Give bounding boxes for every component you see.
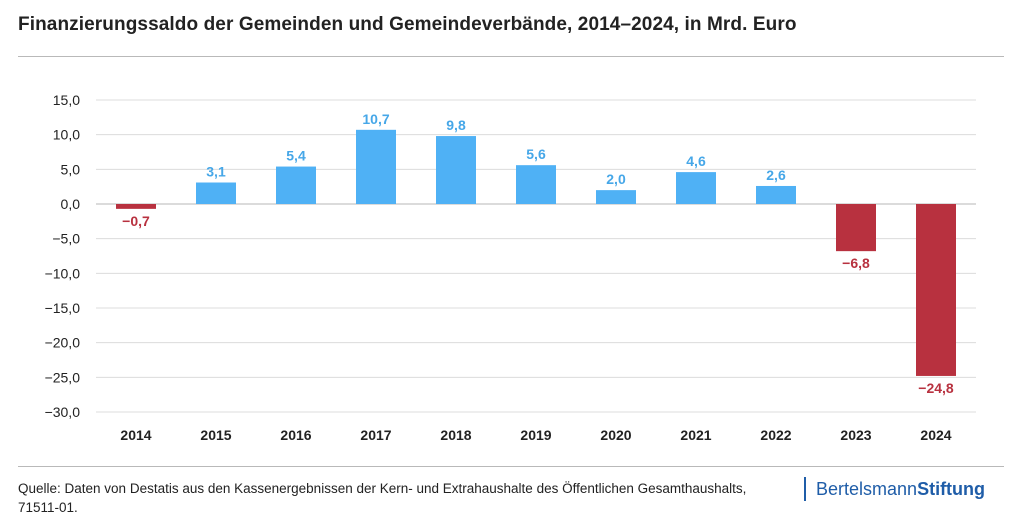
y-tick-label: 0,0 (61, 196, 81, 212)
bar-2018 (436, 136, 476, 204)
data-label-2015: 3,1 (206, 164, 226, 180)
bar-2020 (596, 190, 636, 204)
x-tick-label-2024: 2024 (920, 427, 951, 443)
y-tick-label: −5,0 (52, 231, 80, 247)
bar-2021 (676, 172, 716, 204)
x-tick-label-2015: 2015 (200, 427, 231, 443)
data-label-2017: 10,7 (362, 111, 389, 127)
bar-2017 (356, 129, 396, 204)
data-label-2020: 2,0 (606, 171, 626, 187)
data-label-2016: 5,4 (286, 148, 306, 164)
x-tick-label-2021: 2021 (680, 427, 711, 443)
bar-2016 (276, 166, 316, 204)
x-tick-label-2014: 2014 (120, 427, 151, 443)
x-tick-label-2016: 2016 (280, 427, 311, 443)
y-tick-label: −30,0 (45, 404, 81, 420)
data-label-2024: −24,8 (918, 380, 954, 396)
data-label-2014: −0,7 (122, 213, 150, 229)
y-tick-label: −20,0 (45, 335, 81, 351)
x-tick-label-2020: 2020 (600, 427, 631, 443)
x-tick-label-2023: 2023 (840, 427, 871, 443)
y-tick-label: 10,0 (53, 127, 80, 143)
bar-2022 (756, 185, 796, 204)
bar-2014 (116, 204, 156, 209)
chart-title: Finanzierungssaldo der Gemeinden und Gem… (18, 14, 797, 35)
logo-text-stiftung: Stiftung (917, 479, 986, 499)
bottom-divider (18, 466, 1004, 467)
x-tick-label-2022: 2022 (760, 427, 791, 443)
y-tick-label: 5,0 (61, 161, 81, 177)
y-tick-label: 15,0 (53, 92, 80, 108)
logo-text-bertelsmann: Bertelsmann (816, 479, 918, 499)
bar-2024 (916, 204, 956, 376)
data-label-2019: 5,6 (526, 146, 546, 162)
y-tick-label: −15,0 (45, 300, 81, 316)
bertelsmann-stiftung-logo: BertelsmannStiftung (804, 477, 985, 501)
source-note: Quelle: Daten von Destatis aus den Kasse… (18, 481, 747, 515)
y-tick-label: −25,0 (45, 369, 81, 385)
data-label-2018: 9,8 (446, 117, 466, 133)
y-tick-label: −10,0 (45, 265, 81, 281)
x-tick-label-2017: 2017 (360, 427, 391, 443)
top-divider (18, 56, 1004, 57)
data-label-2022: 2,6 (766, 167, 786, 183)
data-label-2023: −6,8 (842, 255, 870, 271)
bar-2023 (836, 204, 876, 252)
data-label-2021: 4,6 (686, 153, 706, 169)
bar-2019 (516, 165, 556, 204)
bar-chart: 15,0 10,0 5,0 0,0 −5,0 −10,0 −15,0 −20,0 −25,0 −3… (45, 92, 976, 443)
x-tick-label-2018: 2018 (440, 427, 471, 443)
x-tick-label-2019: 2019 (520, 427, 551, 443)
bar-2015 (196, 182, 236, 204)
